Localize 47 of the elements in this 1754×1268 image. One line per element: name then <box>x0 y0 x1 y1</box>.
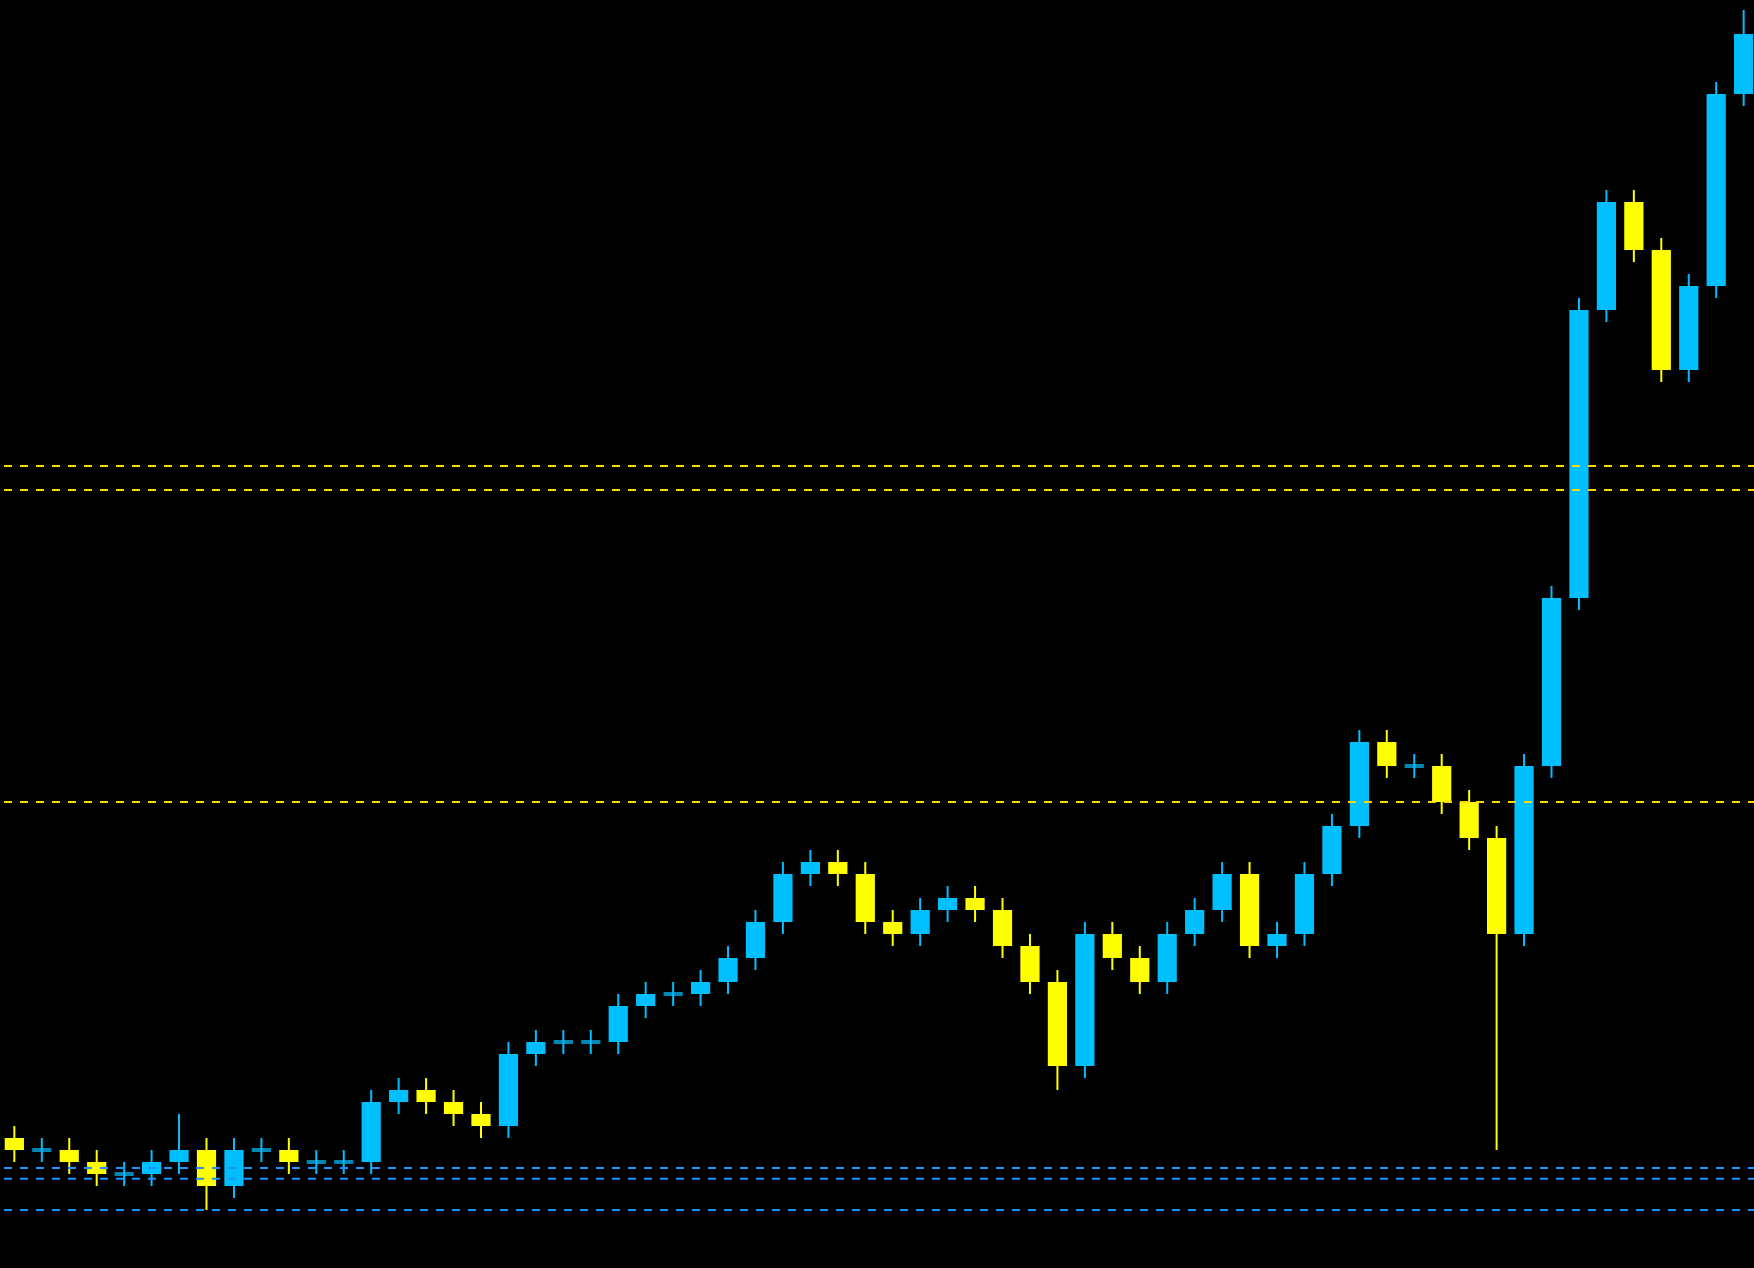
candlestick <box>1404 753 1424 779</box>
candlestick <box>883 909 903 947</box>
candlestick <box>910 897 930 947</box>
candlestick <box>855 861 875 935</box>
candlestick <box>306 1149 326 1175</box>
candlestick <box>992 897 1013 959</box>
candlestick <box>141 1149 162 1187</box>
candlestick <box>1020 933 1040 995</box>
candlestick <box>800 849 820 887</box>
candlestick <box>1432 753 1452 815</box>
candlestick <box>32 1137 52 1163</box>
candlestick <box>1624 189 1644 263</box>
candlestick <box>1212 861 1232 923</box>
candlestick <box>1322 813 1342 887</box>
candlestick <box>636 981 656 1019</box>
candlestick <box>526 1029 546 1067</box>
candlestick <box>59 1137 79 1175</box>
candlestick <box>1267 921 1287 959</box>
candlestick <box>1102 921 1122 971</box>
candlestick <box>416 1077 436 1115</box>
candlestick <box>279 1137 299 1175</box>
candlestick <box>251 1137 271 1163</box>
candlestick <box>773 861 793 935</box>
candlestick <box>553 1029 573 1055</box>
candlestick <box>1185 897 1205 947</box>
candlestick <box>938 885 958 923</box>
candlestick <box>471 1101 491 1139</box>
candlestick <box>443 1089 464 1127</box>
candlestick <box>608 993 628 1055</box>
candlestick <box>196 1137 217 1211</box>
candlestick <box>389 1077 409 1115</box>
candlestick <box>1459 789 1479 851</box>
candlestick <box>334 1149 354 1175</box>
candlestick <box>1377 729 1397 779</box>
candlestick <box>690 969 711 1007</box>
candlestick <box>718 945 738 995</box>
candlestick <box>581 1029 601 1055</box>
candlestick <box>663 981 683 1007</box>
candlestick <box>1130 945 1150 995</box>
candlestick <box>828 849 848 887</box>
candlestick <box>224 1137 244 1199</box>
candlestick <box>745 909 766 971</box>
candlestick <box>4 1125 24 1163</box>
candlestick <box>1157 921 1177 995</box>
candlestick <box>965 885 985 923</box>
candlestick <box>169 1113 189 1175</box>
candlestick <box>114 1161 134 1187</box>
